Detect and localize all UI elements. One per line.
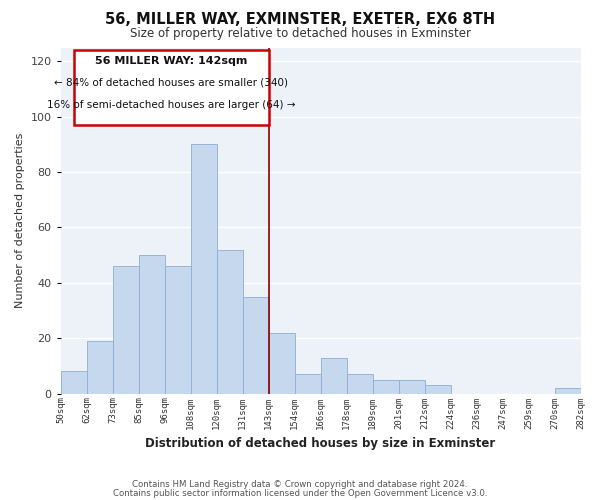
Bar bbox=[164, 266, 191, 394]
Bar bbox=[242, 296, 269, 394]
FancyBboxPatch shape bbox=[74, 50, 269, 125]
Bar bbox=[86, 341, 113, 394]
Bar bbox=[320, 358, 347, 394]
Bar bbox=[425, 386, 451, 394]
X-axis label: Distribution of detached houses by size in Exminster: Distribution of detached houses by size … bbox=[145, 437, 496, 450]
Text: 56 MILLER WAY: 142sqm: 56 MILLER WAY: 142sqm bbox=[95, 56, 247, 66]
Bar bbox=[554, 388, 581, 394]
Bar bbox=[139, 255, 164, 394]
Bar bbox=[269, 332, 295, 394]
Text: 16% of semi-detached houses are larger (64) →: 16% of semi-detached houses are larger (… bbox=[47, 100, 295, 110]
Bar bbox=[113, 266, 139, 394]
Bar bbox=[61, 372, 86, 394]
Text: Contains public sector information licensed under the Open Government Licence v3: Contains public sector information licen… bbox=[113, 488, 487, 498]
Bar bbox=[347, 374, 373, 394]
Bar bbox=[295, 374, 320, 394]
Bar bbox=[398, 380, 425, 394]
Text: 56, MILLER WAY, EXMINSTER, EXETER, EX6 8TH: 56, MILLER WAY, EXMINSTER, EXETER, EX6 8… bbox=[105, 12, 495, 28]
Bar bbox=[191, 144, 217, 394]
Text: Size of property relative to detached houses in Exminster: Size of property relative to detached ho… bbox=[130, 28, 470, 40]
Y-axis label: Number of detached properties: Number of detached properties bbox=[15, 133, 25, 308]
Text: ← 84% of detached houses are smaller (340): ← 84% of detached houses are smaller (34… bbox=[54, 78, 288, 88]
Bar bbox=[217, 250, 242, 394]
Text: Contains HM Land Registry data © Crown copyright and database right 2024.: Contains HM Land Registry data © Crown c… bbox=[132, 480, 468, 489]
Bar bbox=[373, 380, 398, 394]
